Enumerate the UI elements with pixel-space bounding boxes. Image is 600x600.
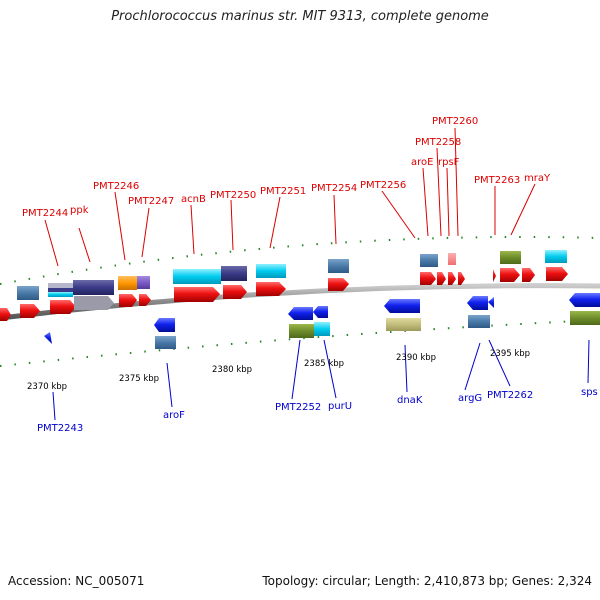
gene-arrow xyxy=(44,332,52,344)
gene-arrow xyxy=(420,272,436,285)
gene-label-arof: aroF xyxy=(163,410,185,421)
gene-label-pmt2244: PMT2244 xyxy=(22,208,68,219)
gene-label-mray: mraY xyxy=(524,173,551,184)
gene-box xyxy=(328,259,349,273)
gene-arrow xyxy=(493,269,496,282)
gene-label-rpsf: rpsF xyxy=(438,157,460,168)
gene-box xyxy=(173,269,221,284)
gene-label-puru: purU xyxy=(328,401,352,412)
gene-arrow xyxy=(522,268,535,282)
gene-label-pmt2243: PMT2243 xyxy=(37,423,83,434)
gene-arrow xyxy=(174,287,220,302)
gene-box xyxy=(545,250,567,263)
gene-box xyxy=(386,318,421,331)
map-title: Prochlorococcus marinus str. MIT 9313, c… xyxy=(111,9,489,24)
gene-arrow xyxy=(50,300,76,314)
gene-arrow xyxy=(437,272,446,285)
kbp-label: 2380 kbp xyxy=(212,365,252,375)
gene-box xyxy=(256,264,286,278)
topology-text: Topology: circular; Length: 2,410,873 bp… xyxy=(262,574,592,588)
gene-box xyxy=(118,276,137,290)
gene-arrow xyxy=(256,282,286,296)
gene-box xyxy=(570,311,600,325)
gene-box xyxy=(314,322,330,336)
gene-label-pmt2254: PMT2254 xyxy=(311,183,357,194)
gene-label-pmt2247: PMT2247 xyxy=(128,196,174,207)
forward-genes xyxy=(0,267,568,321)
gene-arrow xyxy=(467,296,488,310)
gene-arrow xyxy=(74,296,114,310)
gene-label-pmt2251: PMT2251 xyxy=(260,186,306,197)
gene-box xyxy=(448,253,456,265)
gene-arrow xyxy=(20,304,40,318)
kbp-label: 2395 kbp xyxy=(490,349,530,359)
gene-label-pmt2262: PMT2262 xyxy=(487,390,533,401)
gene-arrow xyxy=(384,299,420,313)
gene-box xyxy=(500,251,521,264)
gene-label-dnak: dnaK xyxy=(397,395,423,406)
gene-label-ppk: ppk xyxy=(70,205,89,216)
gene-arrow xyxy=(328,278,349,291)
gene-arrow xyxy=(0,308,11,321)
forward-gene-labels: PMT2244 ppk PMT2246 PMT2247 acnB PMT2250… xyxy=(22,116,551,219)
gene-box xyxy=(48,283,73,288)
gene-label-pmt2263: PMT2263 xyxy=(474,175,520,186)
gene-box xyxy=(420,254,438,267)
gene-box xyxy=(17,286,39,300)
forward-genes-outer xyxy=(17,250,567,300)
gene-box xyxy=(48,288,73,292)
gene-arrow xyxy=(139,294,151,306)
gene-arrow xyxy=(448,272,456,285)
gene-box xyxy=(73,280,114,295)
gene-box xyxy=(221,266,247,281)
gene-arrow xyxy=(223,285,247,299)
gene-label-pmt2246: PMT2246 xyxy=(93,181,139,192)
gene-arrow xyxy=(313,306,328,318)
gene-arrow xyxy=(500,268,520,282)
forward-leaders xyxy=(44,127,536,267)
kbp-label: 2385 kbp xyxy=(304,359,344,369)
gene-label-acnb: acnB xyxy=(181,194,206,205)
gene-box xyxy=(137,276,150,289)
gene-label-pmt2258: PMT2258 xyxy=(415,137,461,148)
gene-arrow xyxy=(458,272,465,285)
gene-label-pmt2250: PMT2250 xyxy=(210,190,256,201)
kbp-label: 2390 kbp xyxy=(396,353,436,363)
gene-label-pmt2260: PMT2260 xyxy=(432,116,478,127)
gene-arrow xyxy=(119,294,137,307)
gene-arrow xyxy=(288,307,313,320)
gene-arrow xyxy=(154,318,175,332)
gene-arrow xyxy=(488,297,494,308)
gene-label-aroe: aroE xyxy=(411,157,433,168)
kbp-label: 2370 kbp xyxy=(27,382,67,392)
gene-arrow xyxy=(569,293,600,307)
gene-box xyxy=(48,292,73,297)
reverse-genes xyxy=(44,293,600,349)
reverse-leaders xyxy=(52,339,590,421)
gene-label-pmt2256: PMT2256 xyxy=(360,180,406,191)
reverse-gene-labels: PMT2243 aroF PMT2252 purU dnaK argG PMT2… xyxy=(37,387,598,434)
gene-box xyxy=(155,336,176,349)
gene-arrow xyxy=(546,267,568,281)
gene-label-pmt2252: PMT2252 xyxy=(275,402,321,413)
gene-box xyxy=(289,324,314,338)
kbp-scale: 2370 kbp 2375 kbp 2380 kbp 2385 kbp 2390… xyxy=(27,349,530,392)
accession-text: Accession: NC_005071 xyxy=(8,574,145,588)
gene-label-argg: argG xyxy=(458,393,482,404)
gene-label-sps: sps xyxy=(581,387,598,398)
kbp-label: 2375 kbp xyxy=(119,374,159,384)
gene-box xyxy=(468,315,490,328)
